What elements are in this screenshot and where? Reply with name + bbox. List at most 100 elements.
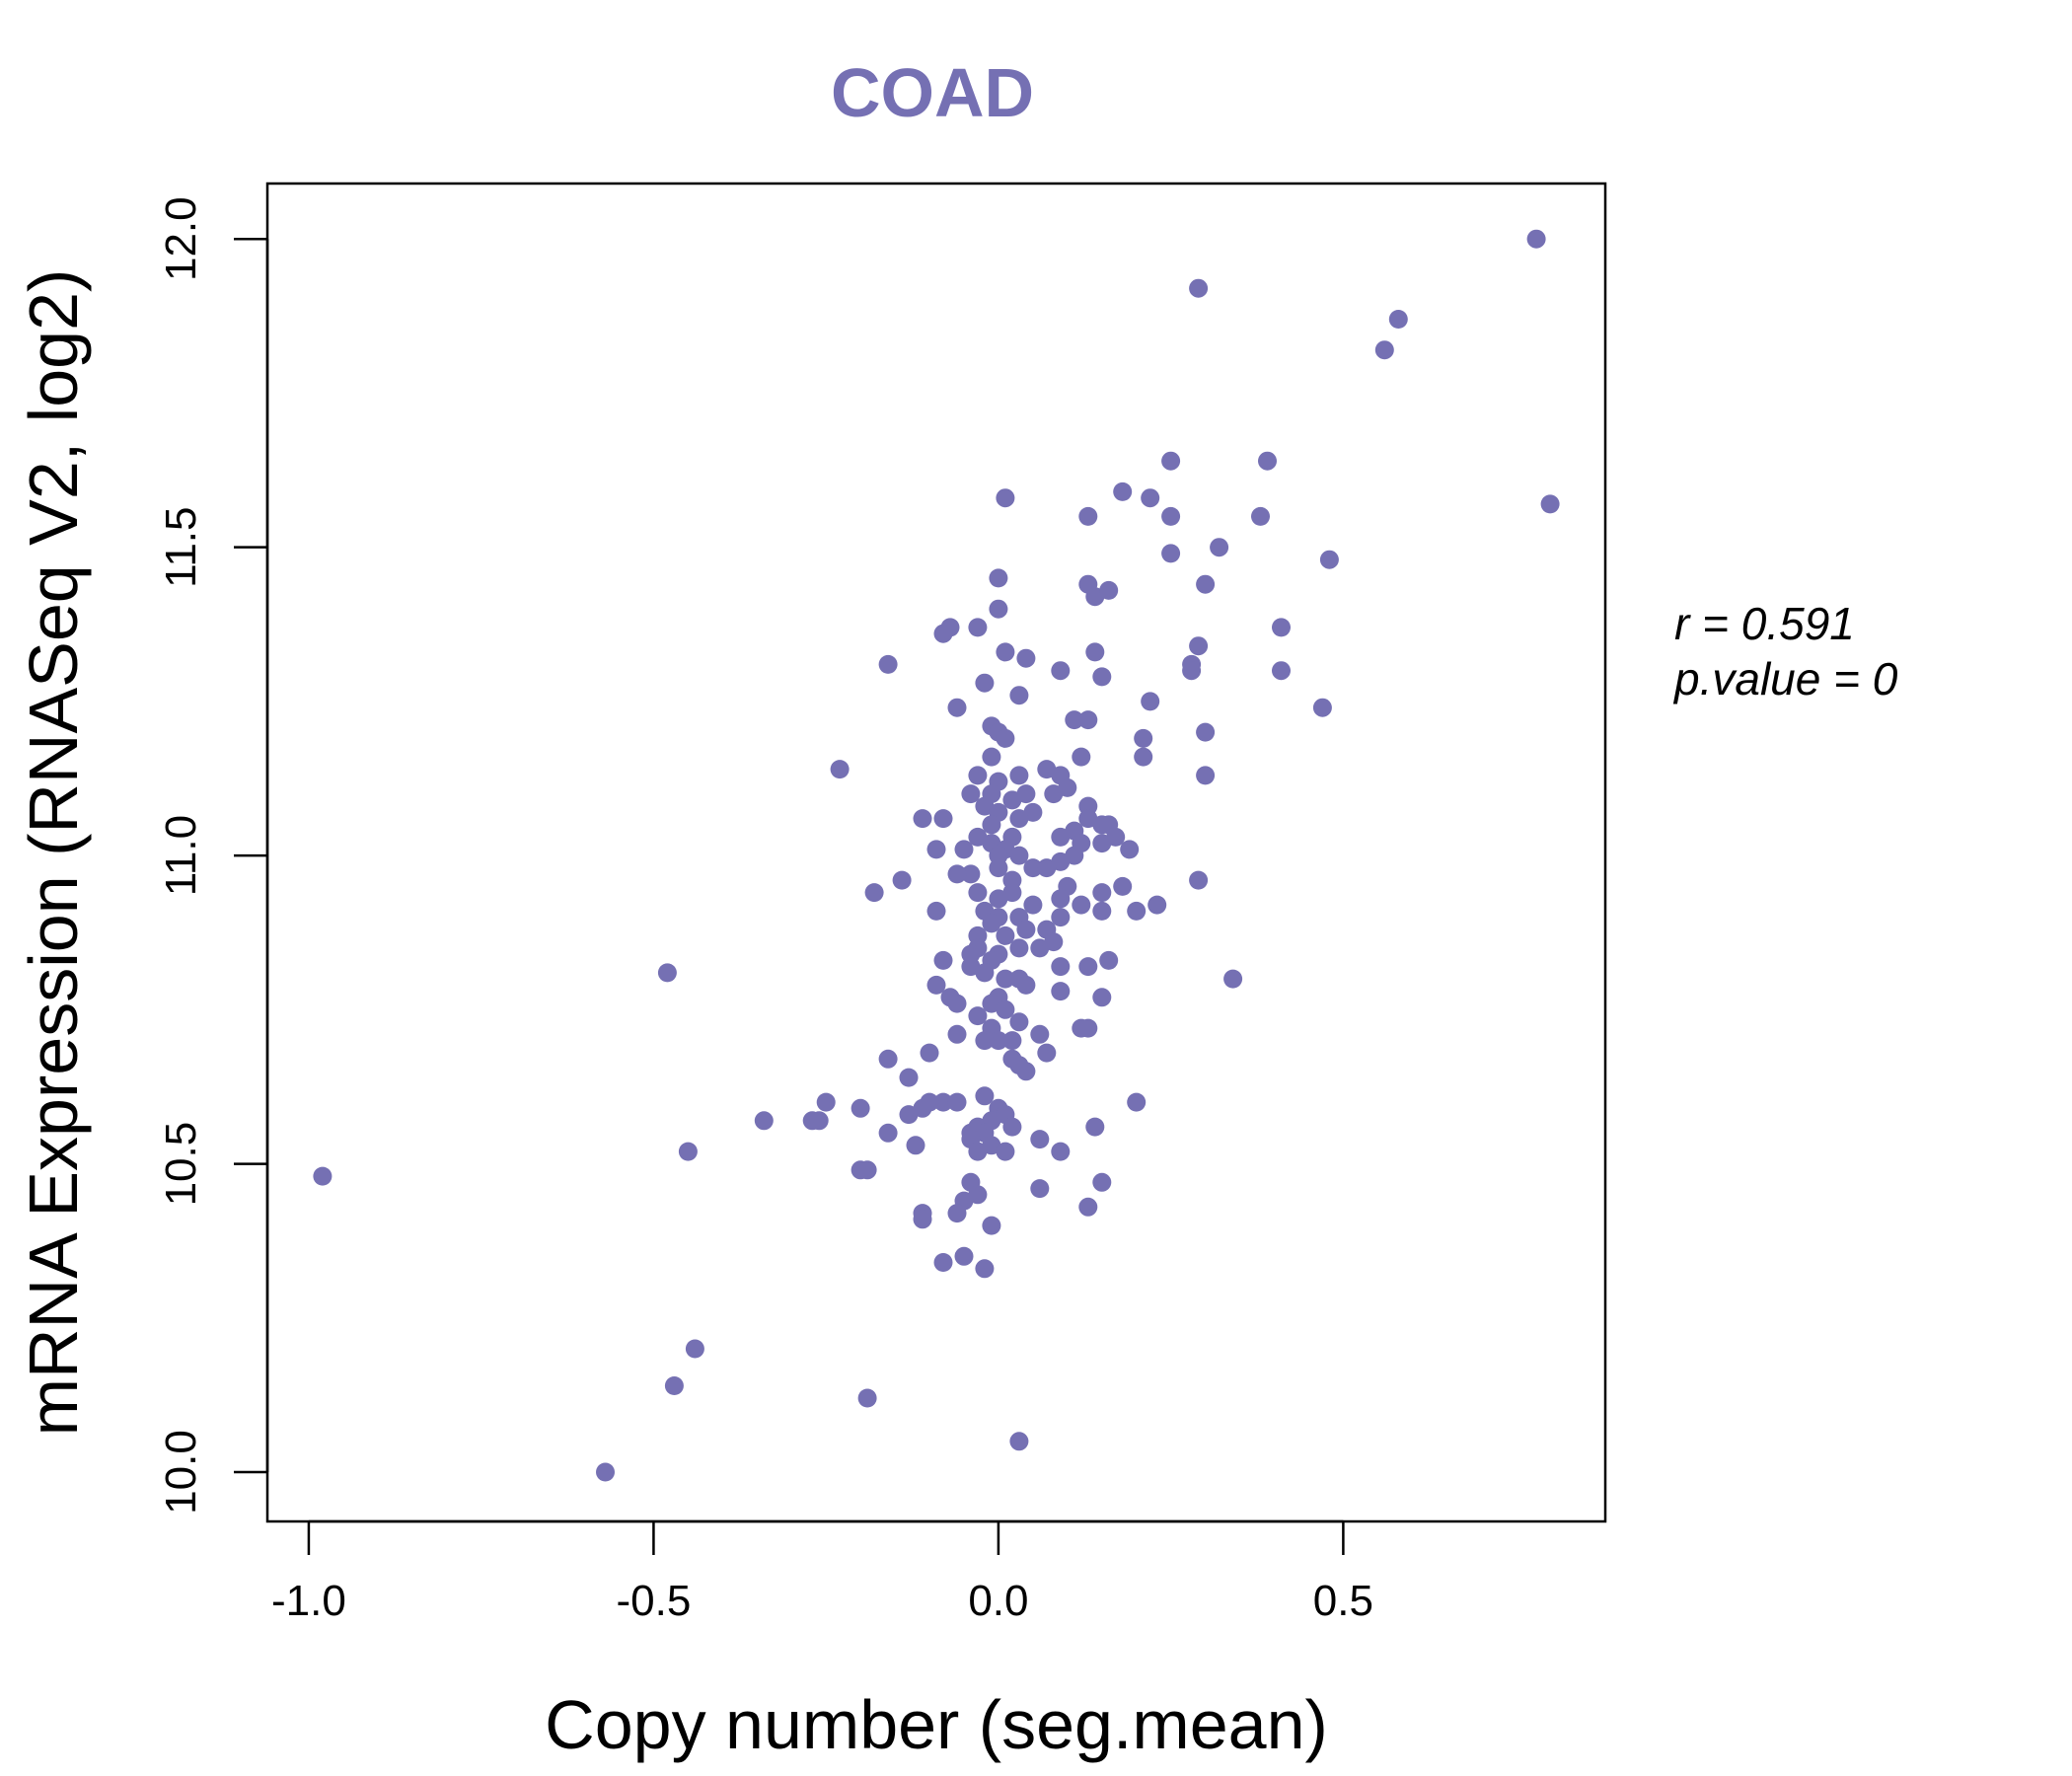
data-point-21 [989,599,1008,619]
data-point-9 [1141,488,1160,508]
y-tick-label-3: 11.5 [157,507,205,588]
data-point-93 [1037,858,1057,878]
data-point-214 [596,1462,615,1482]
data-point-59 [961,784,981,804]
data-point-208 [975,1259,995,1279]
data-point-92 [989,858,1008,878]
data-point-156 [1002,1031,1022,1051]
data-point-46 [1134,728,1153,748]
data-point-157 [975,1031,995,1051]
data-point-205 [982,1216,1001,1235]
data-point-189 [906,1136,925,1155]
data-point-85 [926,840,946,859]
p-value-label: p.value = 0 [1672,653,1898,704]
data-point-55 [1009,766,1029,785]
data-point-164 [1016,1062,1036,1081]
data-point-190 [996,1142,1015,1161]
data-point-51 [830,760,850,779]
data-point-26 [1189,636,1209,656]
data-point-48 [982,747,1001,767]
data-point-42 [1078,710,1098,730]
data-point-94 [961,864,981,884]
data-point-70 [933,809,953,829]
data-point-133 [1078,957,1098,977]
data-point-161 [878,1049,898,1069]
data-point-168 [1127,1092,1147,1112]
data-point-158 [1037,1043,1057,1063]
y-tick-label-4: 12.0 [157,196,205,281]
data-point-128 [1099,950,1119,970]
data-point-213 [1009,1432,1029,1451]
data-point-181 [1085,1117,1105,1137]
data-point-5 [1161,451,1181,471]
data-point-10 [1078,506,1098,526]
data-point-36 [975,673,995,693]
data-point-50 [1134,747,1153,767]
data-point-209 [313,1166,333,1186]
data-point-80 [1092,834,1112,853]
data-point-206 [954,1246,974,1266]
data-point-191 [968,1142,988,1161]
data-point-23 [933,624,953,643]
data-point-192 [1051,1142,1071,1161]
data-point-177 [754,1111,774,1131]
data-point-195 [851,1160,870,1180]
data-point-74 [982,815,1001,835]
data-point-62 [1044,784,1064,804]
data-point-49 [1072,747,1091,767]
data-point-210 [685,1339,704,1359]
data-point-134 [657,963,677,983]
data-point-41 [1065,710,1084,730]
data-point-112 [1127,901,1147,921]
data-point-114 [1051,908,1071,927]
data-point-16 [989,568,1008,588]
data-point-108 [1072,895,1091,915]
data-point-144 [1092,988,1112,1007]
data-point-1 [1189,278,1209,298]
data-point-14 [1161,544,1181,563]
data-point-117 [982,914,1001,933]
data-point-106 [989,889,1008,909]
data-point-185 [878,1123,898,1143]
data-point-39 [1141,692,1160,711]
data-point-84 [1120,840,1140,859]
x-tick-label-1: -0.5 [617,1577,692,1625]
data-point-91 [1023,858,1043,878]
data-point-25 [1272,618,1291,637]
y-tick-label-1: 10.5 [157,1122,205,1207]
data-point-120 [996,925,1015,945]
data-point-71 [1009,809,1029,829]
data-point-140 [1016,975,1036,995]
data-point-153 [1030,1024,1050,1044]
data-point-6 [1258,451,1277,471]
data-point-101 [1113,876,1133,896]
data-point-96 [892,870,912,890]
data-point-125 [1009,938,1029,958]
data-point-8 [1113,481,1133,501]
data-point-141 [1051,982,1071,1001]
data-point-163 [899,1068,919,1087]
y-axis-title: mRNA Expression (RNASeq V2, log2) [15,269,92,1437]
data-point-29 [1016,648,1036,668]
correlation-r-label: r = 0.591 [1674,598,1855,649]
data-point-47 [996,728,1015,748]
data-point-170 [947,1092,967,1112]
data-point-179 [809,1111,829,1131]
x-axis-title: Copy number (seg.mean) [545,1686,1328,1763]
data-point-201 [947,1204,967,1223]
data-point-104 [1051,889,1071,909]
data-point-139 [926,975,946,995]
data-point-4 [1540,494,1560,514]
data-point-135 [975,963,995,983]
data-point-20 [1099,580,1119,600]
chart-title: COAD [831,54,1034,131]
data-point-207 [933,1253,953,1272]
data-point-145 [947,994,967,1013]
data-points [313,229,1560,1482]
y-tick-label-0: 10.0 [157,1430,205,1515]
data-point-24 [968,618,988,637]
data-point-15 [1319,550,1339,569]
x-tick-label-3: 0.5 [1313,1577,1373,1625]
data-point-18 [1196,574,1216,594]
data-point-13 [1210,538,1229,557]
